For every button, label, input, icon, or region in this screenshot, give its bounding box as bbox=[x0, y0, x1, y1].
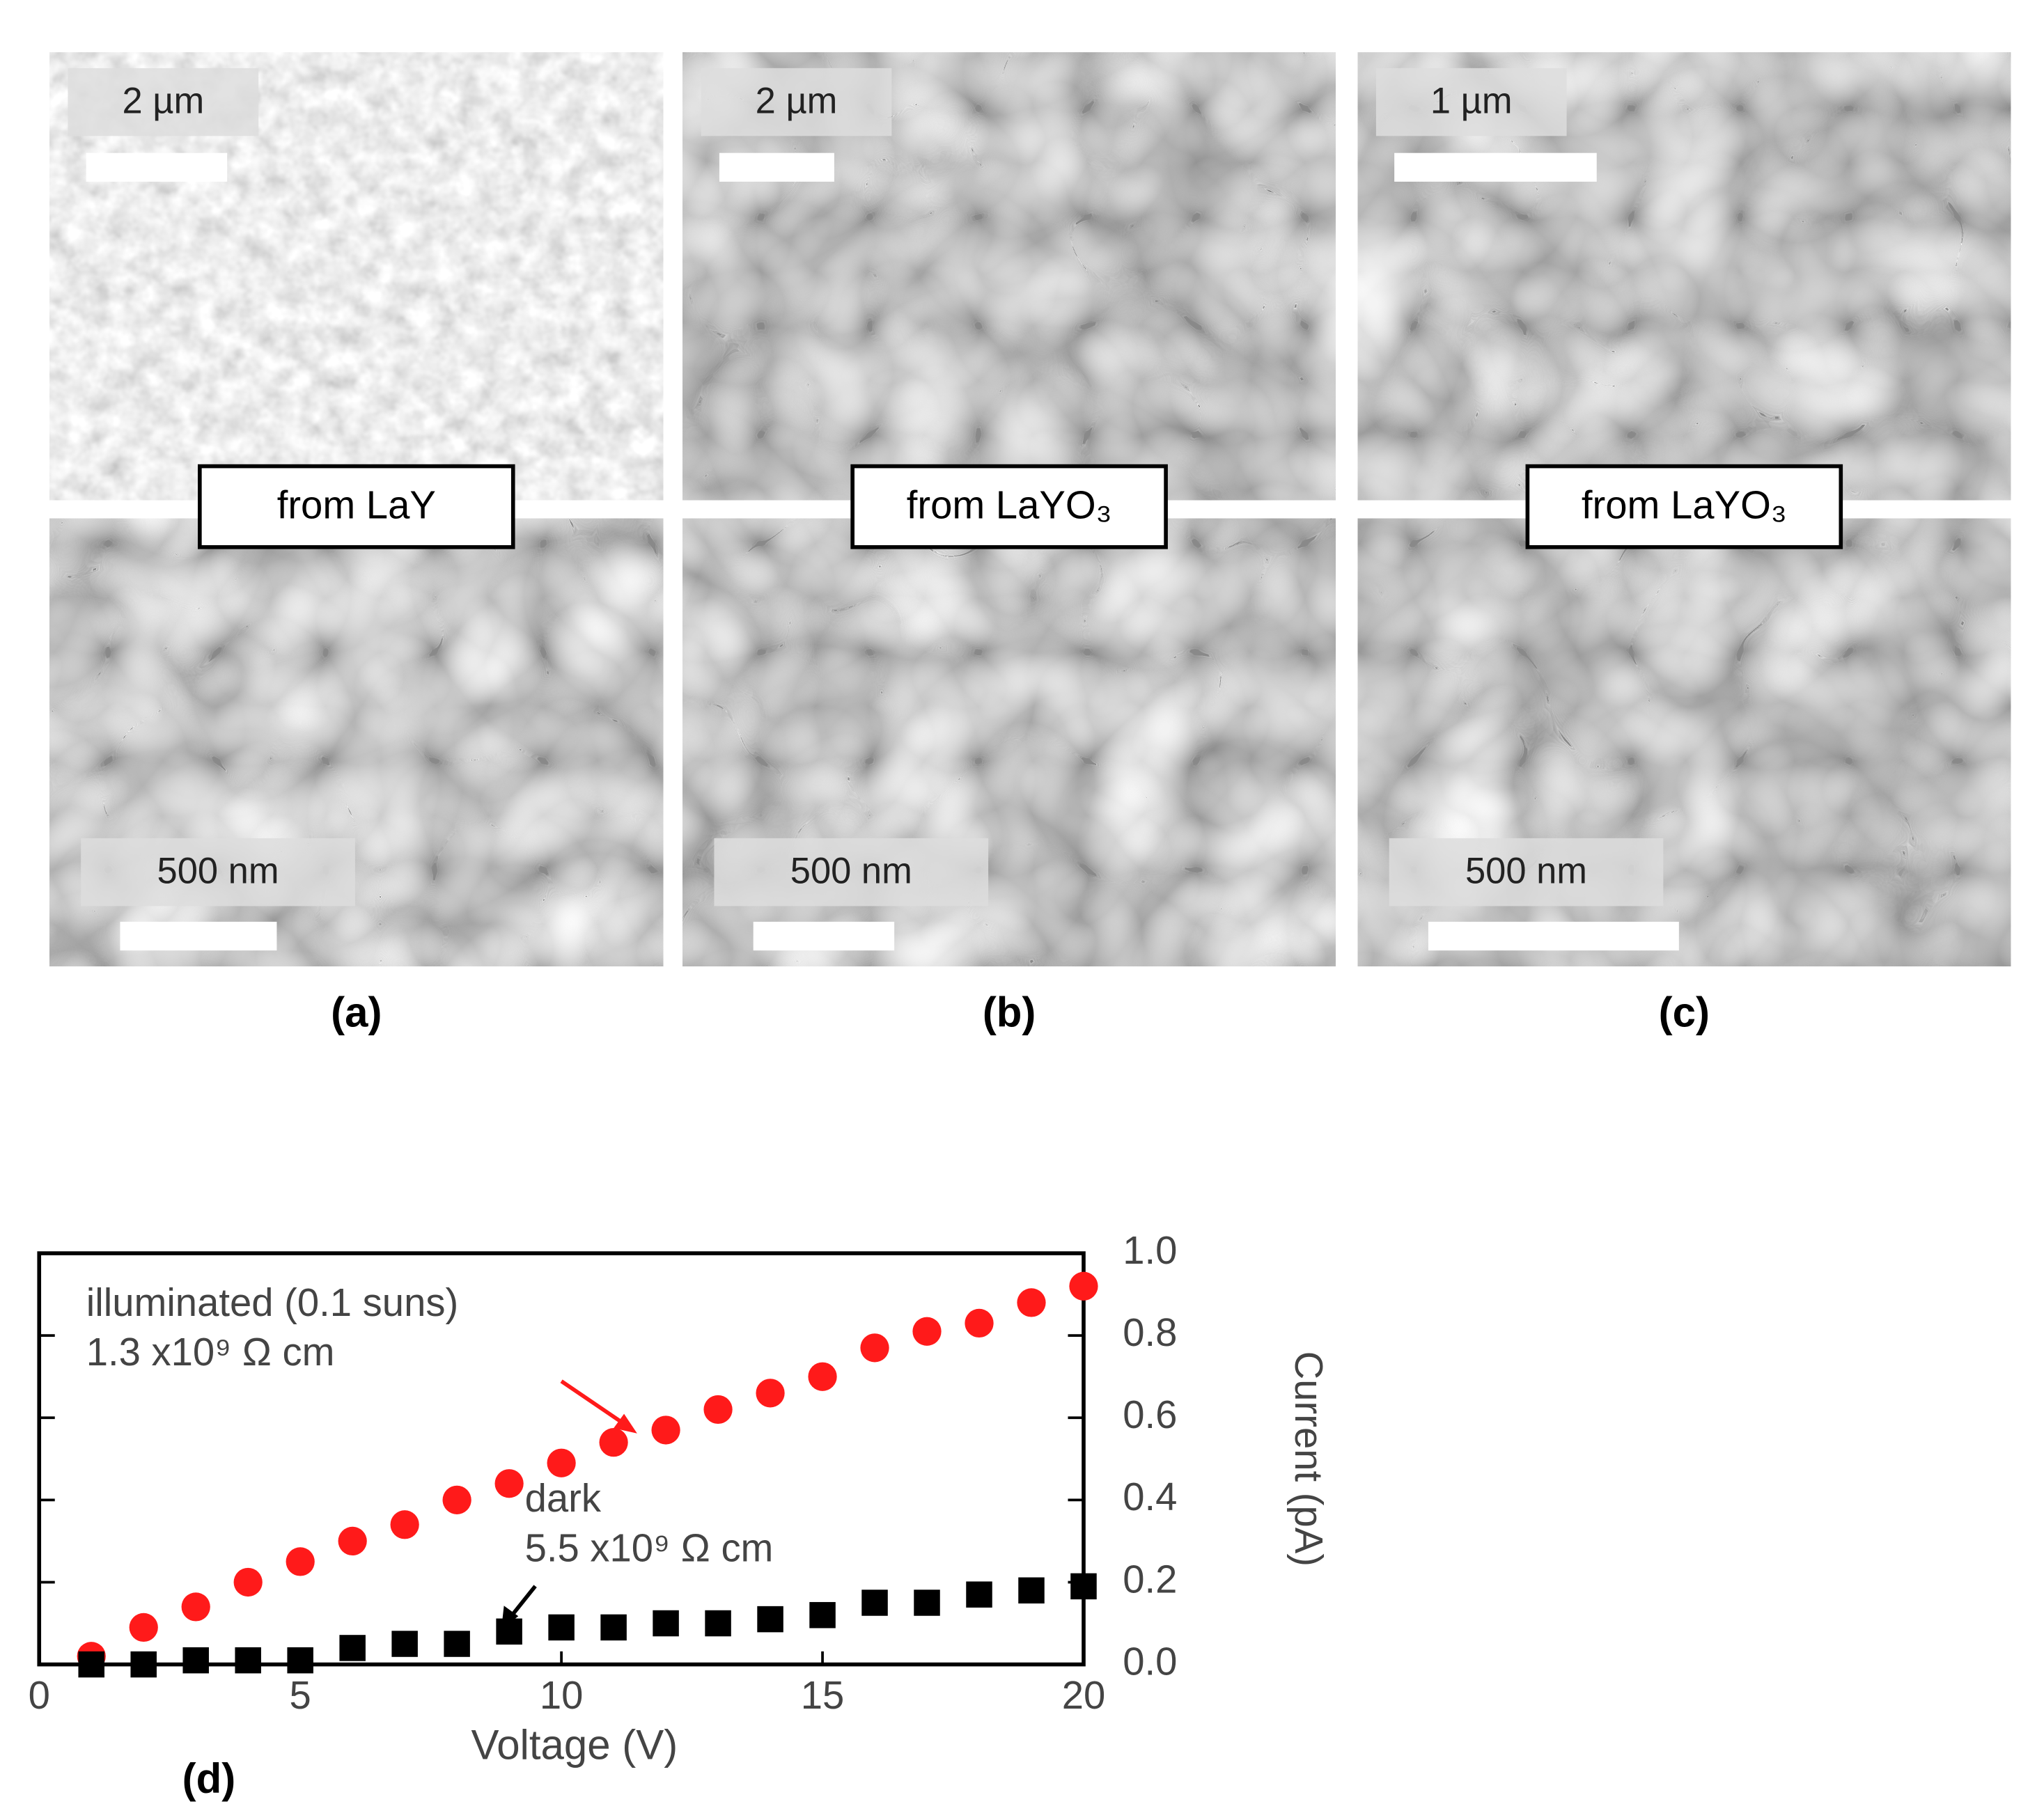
data-point bbox=[182, 1647, 209, 1674]
data-point bbox=[1069, 1271, 1098, 1301]
scale-box bbox=[701, 68, 892, 136]
data-point bbox=[860, 1333, 889, 1363]
chart: 0 5 10 15 20 0.0 0.2 0.4 0.6 0.8 1.0 Voltage (V) Cur… bbox=[29, 1228, 1331, 1802]
panel-caption: from LaYO₃ bbox=[907, 483, 1112, 526]
data-point bbox=[965, 1308, 994, 1338]
data-point bbox=[1070, 1573, 1097, 1600]
data-point bbox=[600, 1614, 627, 1641]
panel-label: (b) bbox=[983, 989, 1036, 1036]
x-tick-label: 10 bbox=[540, 1673, 584, 1717]
x-tick-label: 20 bbox=[1062, 1673, 1106, 1717]
y-tick-label: 1.0 bbox=[1123, 1228, 1177, 1272]
data-point bbox=[235, 1647, 261, 1674]
data-point bbox=[78, 1651, 104, 1678]
y-tick-label: 0.2 bbox=[1123, 1557, 1177, 1601]
data-point bbox=[494, 1469, 524, 1498]
data-point bbox=[339, 1635, 366, 1661]
scale-bar bbox=[1428, 921, 1679, 951]
panel-label: (a) bbox=[331, 989, 382, 1036]
data-point bbox=[496, 1618, 522, 1645]
panel-label: (d) bbox=[182, 1755, 236, 1802]
data-point bbox=[286, 1547, 315, 1576]
annotation: 5.5 x10⁹ Ω cm bbox=[525, 1525, 774, 1569]
data-point bbox=[914, 1590, 940, 1616]
data-point bbox=[233, 1567, 263, 1597]
annotation-arrow bbox=[560, 1379, 628, 1427]
scale-box bbox=[1375, 68, 1567, 136]
y-tick-label: 0.8 bbox=[1123, 1310, 1177, 1354]
data-point bbox=[338, 1526, 367, 1556]
data-point bbox=[1017, 1288, 1046, 1317]
data-point bbox=[547, 1448, 576, 1477]
scale-box bbox=[1389, 838, 1664, 907]
x-tick-label: 15 bbox=[801, 1673, 845, 1717]
scale-box bbox=[714, 838, 989, 907]
data-point bbox=[548, 1614, 575, 1641]
scale-bar bbox=[1394, 152, 1597, 182]
scale-bar bbox=[753, 921, 895, 951]
annotation: illuminated (0.1 suns) bbox=[86, 1280, 458, 1324]
y-tick-label: 0.0 bbox=[1123, 1639, 1177, 1683]
annotation: dark bbox=[525, 1476, 602, 1520]
scale-label: 1 µm bbox=[1430, 80, 1513, 121]
data-point bbox=[651, 1415, 680, 1445]
caption-box bbox=[198, 464, 515, 549]
data-point bbox=[861, 1590, 888, 1616]
sem-panels: 2 µm 500 nm from LaY (a) 2 µm 500 nm from LaYO… bbox=[49, 52, 2011, 1036]
data-point bbox=[599, 1428, 628, 1457]
scale-label: 500 nm bbox=[157, 850, 279, 891]
data-point bbox=[653, 1610, 679, 1637]
scale-box bbox=[68, 68, 259, 136]
data-point bbox=[703, 1395, 733, 1425]
data-point bbox=[808, 1362, 837, 1391]
data-point bbox=[757, 1606, 783, 1633]
data-point bbox=[391, 1631, 418, 1657]
data-point bbox=[966, 1581, 992, 1608]
data-point bbox=[390, 1510, 419, 1539]
annotation: 1.3 x10⁹ Ω cm bbox=[86, 1330, 335, 1374]
data-point bbox=[705, 1610, 731, 1637]
data-point bbox=[809, 1601, 836, 1629]
scale-bar bbox=[120, 921, 277, 951]
arrow-head bbox=[614, 1413, 637, 1434]
data-point bbox=[130, 1651, 157, 1678]
scale-label: 500 nm bbox=[1465, 850, 1587, 891]
scale-bar bbox=[86, 152, 228, 182]
scale-label: 500 nm bbox=[790, 850, 912, 891]
data-point bbox=[287, 1647, 313, 1674]
scale-box bbox=[81, 838, 355, 907]
x-axis-label: Voltage (V) bbox=[471, 1721, 678, 1768]
scale-label: 2 µm bbox=[756, 80, 838, 121]
caption-box bbox=[850, 464, 1168, 549]
data-point bbox=[1018, 1577, 1045, 1604]
scale-bar bbox=[719, 152, 834, 182]
data-point bbox=[181, 1592, 210, 1622]
data-point bbox=[756, 1379, 785, 1408]
x-tick-label: 0 bbox=[29, 1673, 50, 1717]
data-point bbox=[444, 1631, 470, 1657]
panel-caption: from LaYO₃ bbox=[1582, 483, 1787, 526]
data-point bbox=[912, 1317, 942, 1346]
panel-caption: from LaY bbox=[277, 483, 436, 526]
data-point bbox=[129, 1613, 158, 1642]
scale-label: 2 µm bbox=[122, 80, 204, 121]
caption-box bbox=[1525, 464, 1843, 549]
y-axis-label: Current (pA) bbox=[1287, 1351, 1331, 1567]
y-tick-label: 0.4 bbox=[1123, 1475, 1177, 1519]
y-tick-label: 0.6 bbox=[1123, 1393, 1177, 1436]
panel-label: (c) bbox=[1659, 989, 1710, 1036]
data-point bbox=[442, 1485, 471, 1514]
x-tick-label: 5 bbox=[290, 1673, 311, 1717]
